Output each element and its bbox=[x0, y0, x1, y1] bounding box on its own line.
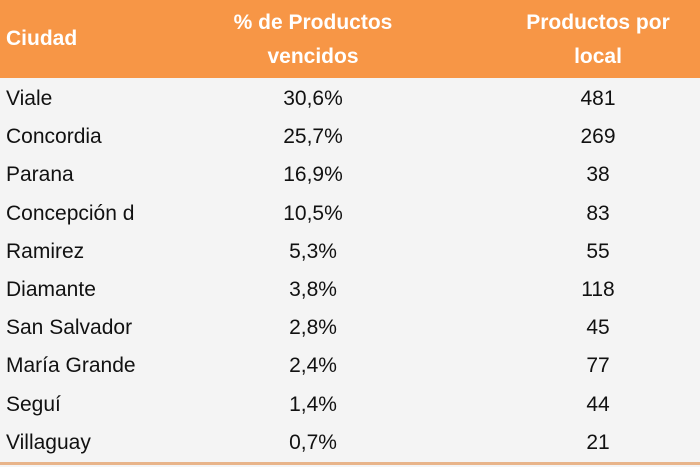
cell-count: 45 bbox=[586, 316, 610, 340]
cell-pct: 2,4% bbox=[289, 354, 337, 378]
header-count-line2: local bbox=[574, 45, 622, 68]
cell-pct: 16,9% bbox=[283, 163, 343, 187]
cell-pct: 10,5% bbox=[283, 201, 343, 225]
cell-count: 44 bbox=[586, 392, 610, 416]
cell-count: 77 bbox=[586, 354, 610, 378]
cell-count: 55 bbox=[586, 239, 610, 263]
header-pct-line1: % de Productos bbox=[233, 11, 393, 34]
header-city: Ciudad bbox=[6, 27, 78, 50]
table-row: Seguí 1,4% 44 bbox=[0, 386, 700, 424]
table-row: María Grande 2,4% 77 bbox=[0, 347, 700, 385]
cell-pct: 2,8% bbox=[289, 316, 337, 340]
cell-city: Diamante bbox=[6, 278, 96, 301]
table-bottom-border bbox=[0, 462, 700, 465]
table-row: Villaguay 0,7% 21 bbox=[0, 424, 700, 462]
cell-pct: 30,6% bbox=[283, 87, 343, 110]
cell-city: Seguí bbox=[6, 392, 61, 416]
table-row: Ramirez 5,3% 55 bbox=[0, 233, 700, 271]
table-row: Viale 30,6% 481 bbox=[0, 80, 700, 118]
table-row: Diamante 3,8% 118 bbox=[0, 271, 700, 309]
cell-city: Villaguay bbox=[6, 430, 91, 454]
table-row: Parana 16,9% 38 bbox=[0, 156, 700, 194]
cell-city: Parana bbox=[6, 163, 74, 187]
cell-pct: 25,7% bbox=[283, 125, 343, 149]
table-row: Concordia 25,7% 269 bbox=[0, 118, 700, 156]
cell-count: 38 bbox=[586, 163, 610, 187]
cell-city: María Grande bbox=[6, 354, 136, 378]
cell-pct: 5,3% bbox=[289, 239, 337, 263]
cell-city: Concepción d bbox=[6, 201, 135, 225]
header-count-line1: Productos por bbox=[526, 11, 670, 34]
cell-count: 481 bbox=[580, 87, 616, 110]
cell-count: 118 bbox=[581, 278, 615, 301]
cell-pct: 3,8% bbox=[289, 278, 337, 301]
cell-count: 83 bbox=[586, 201, 610, 225]
table-row: Concepción d 10,5% 83 bbox=[0, 195, 700, 233]
cell-city: Viale bbox=[6, 87, 53, 110]
header-pct-line2: vencidos bbox=[267, 45, 359, 68]
cell-city: Concordia bbox=[6, 125, 102, 149]
cell-count: 21 bbox=[586, 430, 610, 454]
cell-pct: 0,7% bbox=[289, 430, 337, 454]
table-header: Ciudad % de Productos vencidos Productos… bbox=[0, 0, 700, 78]
cell-city: Ramirez bbox=[6, 239, 85, 263]
cell-count: 269 bbox=[580, 125, 616, 149]
cell-pct: 1,4% bbox=[289, 392, 337, 416]
cell-city: San Salvador bbox=[6, 316, 133, 340]
header-pct: % de Productos vencidos bbox=[203, 6, 423, 74]
header-count: Productos por local bbox=[488, 6, 700, 74]
table-row: San Salvador 2,8% 45 bbox=[0, 309, 700, 347]
